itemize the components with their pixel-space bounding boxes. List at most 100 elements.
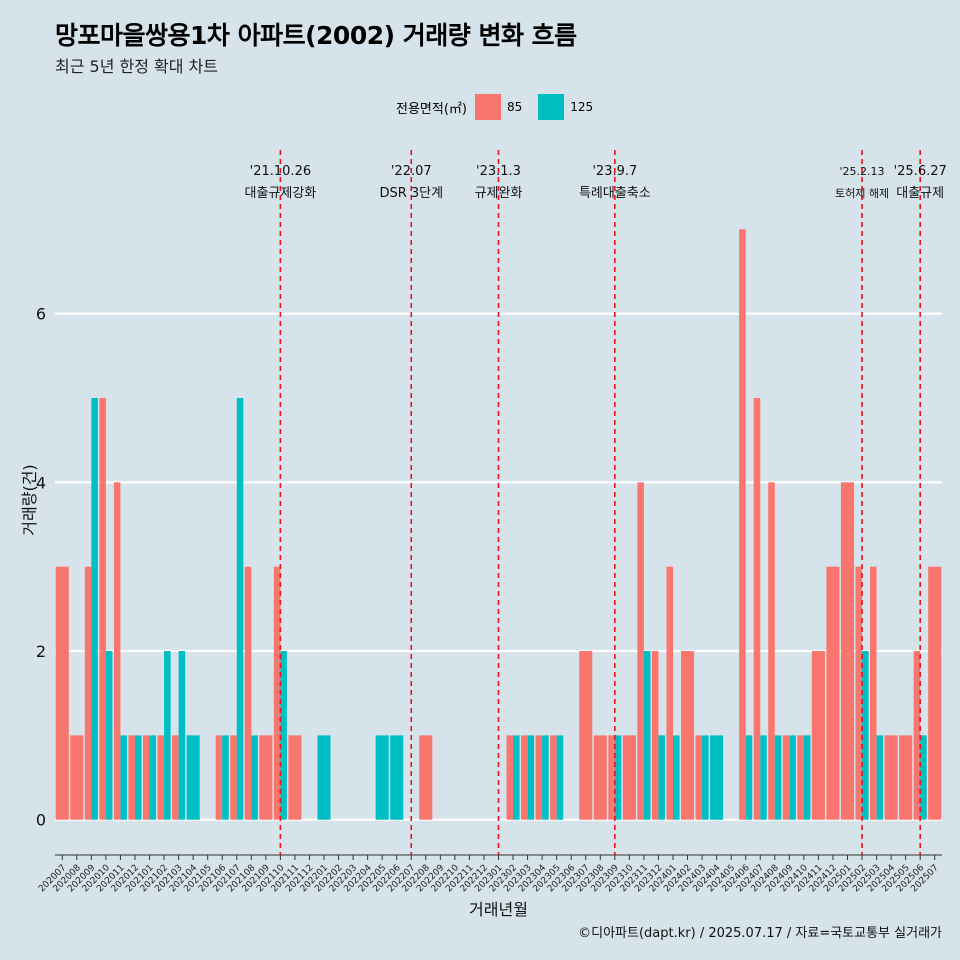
legend-swatch-125 (538, 94, 565, 120)
bar-125-202506 (920, 735, 927, 820)
event-label-1: DSR 3단계 (379, 186, 443, 201)
bar-125-202311 (643, 651, 651, 820)
bar-85-202103 (172, 735, 179, 820)
legend-label-125: 125 (570, 100, 594, 114)
y-tick-label: 4 (36, 473, 46, 492)
event-date-1: '22.07 (391, 164, 432, 179)
bar-85-202403 (695, 735, 703, 820)
bar-85-202408 (768, 482, 775, 820)
bar-125-202502 (862, 651, 869, 820)
chart-subtitle: 최근 5년 한정 확대 차트 (55, 57, 219, 76)
bar-125-202503 (876, 735, 884, 820)
bar-85-202308 (593, 735, 607, 820)
bar-85-202011 (113, 482, 121, 820)
bar-85-202111 (288, 735, 302, 820)
bar-85-202407 (753, 398, 761, 820)
bar-85-202009 (84, 566, 92, 820)
bar-85-202310 (622, 735, 636, 820)
bar-85-202304 (535, 735, 543, 820)
bar-85-202506 (913, 651, 921, 820)
bar-125-202303 (527, 735, 535, 820)
bar-125-202010 (105, 651, 113, 820)
bar-85-202208 (419, 735, 433, 820)
bar-125-202401 (672, 735, 680, 820)
bar-125-202103 (178, 651, 186, 820)
event-date-3: '23.9.7 (592, 164, 637, 179)
bar-85-202501 (840, 482, 855, 820)
bar-85-202108 (244, 566, 252, 820)
bar-125-202404 (710, 735, 724, 820)
bar-85-202010 (99, 398, 106, 820)
legend-swatch-85 (474, 94, 501, 120)
bar-85-202505 (899, 735, 913, 820)
bar-85-202507 (928, 566, 942, 820)
bar-85-202412 (826, 566, 840, 820)
event-date-5: '25.6.27 (894, 164, 947, 179)
y-tick-label: 0 (36, 811, 46, 830)
bar-85-202406 (739, 229, 746, 820)
bar-85-202311 (637, 482, 644, 820)
bar-125-202407 (760, 735, 767, 820)
y-tick-label: 2 (36, 642, 46, 661)
event-label-3: 특례대출축소 (579, 186, 651, 201)
bar-85-202109 (259, 735, 273, 820)
source-caption: ©디아파트(dapt.kr) / 2025.07.17 / 자료=국토교통부 실… (578, 926, 942, 941)
bar-85-202107 (230, 735, 237, 820)
bar-85-202008 (70, 735, 84, 820)
bar-85-202307 (579, 651, 593, 820)
bar-85-202106 (215, 735, 223, 820)
bar-125-202410 (803, 735, 811, 820)
bar-85-202502 (855, 566, 863, 820)
bar-125-202104 (186, 735, 200, 820)
bar-85-202305 (550, 735, 557, 820)
bar-125-202305 (556, 735, 564, 820)
event-date-2: '23.1.3 (476, 164, 521, 179)
y-tick-label: 6 (36, 305, 46, 324)
event-label-5: 대출규제 (896, 186, 944, 201)
bar-125-202302 (513, 735, 520, 820)
bar-85-202303 (521, 735, 528, 820)
bar-125-202304 (542, 735, 549, 820)
bar-85-202302 (506, 735, 514, 820)
bar-125-202108 (251, 735, 258, 820)
bar-125-202009 (91, 398, 98, 820)
event-label-2: 규제완화 (475, 186, 523, 201)
bar-125-202205 (375, 735, 389, 820)
legend: 전용면적(㎡) 85 125 (396, 93, 609, 121)
legend-title: 전용면적(㎡) (396, 101, 467, 117)
bar-85-202312 (651, 651, 659, 820)
chart-title: 망포마을쌍용1차 아파트(2002) 거래량 변화 흐름 (55, 21, 577, 50)
bar-125-202110 (280, 651, 287, 820)
bar-125-202011 (120, 735, 127, 820)
bar-125-202106 (222, 735, 229, 820)
bar-125-202107 (236, 398, 244, 820)
bar-85-202503 (870, 566, 877, 820)
bar-85-202309 (608, 735, 615, 820)
event-label-4: 토허제 해제 (835, 186, 889, 200)
bar-85-202409 (782, 735, 790, 820)
event-date-0: '21.10.26 (250, 164, 311, 179)
bar-125-202403 (702, 735, 709, 820)
bar-85-202110 (273, 566, 281, 820)
bar-125-202408 (774, 735, 782, 820)
bar-125-202012 (134, 735, 142, 820)
bar-85-202012 (128, 735, 135, 820)
bar-125-202201 (317, 735, 331, 820)
event-date-4: '25.2.13 (840, 165, 885, 178)
legend-label-85: 85 (506, 100, 523, 114)
event-label-0: 대출규제강화 (245, 186, 317, 201)
bar-125-202206 (390, 735, 404, 820)
bar-125-202312 (658, 735, 665, 820)
bar-125-202309 (614, 735, 622, 820)
bar-85-202504 (884, 735, 898, 820)
x-axis-title: 거래년월 (469, 900, 528, 919)
bar-85-202411 (811, 651, 825, 820)
bar-125-202409 (789, 735, 796, 820)
bar-85-202102 (157, 735, 165, 820)
bar-85-202007 (55, 566, 69, 820)
bar-125-202102 (164, 651, 171, 820)
y-axis-title: 거래량(건) (20, 464, 39, 535)
bar-85-202410 (797, 735, 804, 820)
bar-85-202401 (666, 566, 673, 820)
